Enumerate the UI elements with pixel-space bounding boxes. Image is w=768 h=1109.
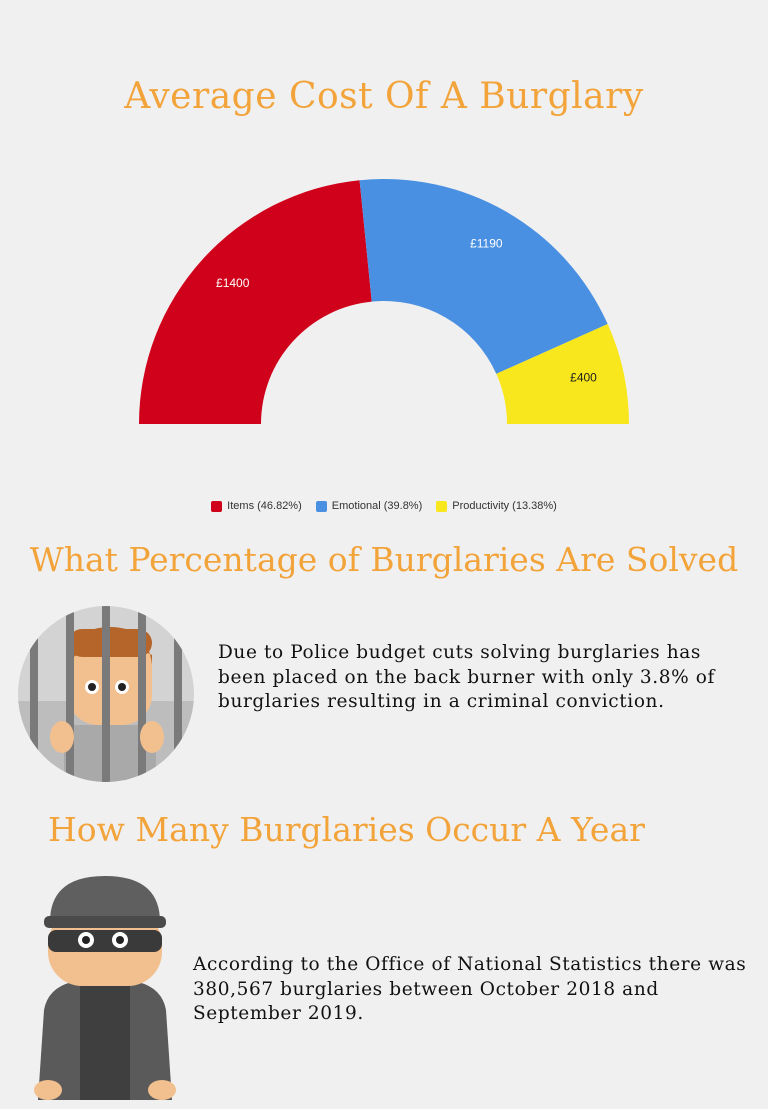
chart-legend: Items (46.82%) Emotional (39.8%) Product… <box>0 500 768 512</box>
slice-items <box>139 180 372 424</box>
burglar-icon <box>34 876 176 1100</box>
legend-swatch <box>315 500 327 512</box>
legend-label: Items (46.82%) <box>227 500 302 512</box>
legend-item-productivity: Productivity (13.38%) <box>436 500 557 512</box>
legend-item-items: Items (46.82%) <box>211 500 302 512</box>
chart-labels: £1400 £1190 £400 <box>216 237 597 385</box>
slice-emotional <box>359 179 608 374</box>
legend-label: Productivity (13.38%) <box>452 500 557 512</box>
prisoner-behind-bars-icon <box>18 606 194 782</box>
chart-slices <box>139 179 629 424</box>
solved-heading: What Percentage of Burglaries Are Solved <box>29 540 739 579</box>
legend-label: Emotional (39.8%) <box>331 500 423 512</box>
year-heading: How Many Burglaries Occur A Year <box>48 810 645 849</box>
slice-label-items: £1400 <box>216 276 250 290</box>
legend-swatch <box>211 500 223 512</box>
half-donut-chart: £1400 £1190 £400 <box>139 179 629 424</box>
slice-productivity <box>496 324 629 424</box>
slice-label-productivity: £400 <box>570 370 597 384</box>
page-title: Average Cost Of A Burglary <box>124 76 644 117</box>
solved-description: Due to Police budget cuts solving burgla… <box>218 642 715 713</box>
legend-swatch <box>436 500 448 512</box>
year-description: According to the Office of National Stat… <box>193 954 747 1025</box>
slice-label-emotional: £1190 <box>470 237 503 251</box>
legend-item-emotional: Emotional (39.8%) <box>315 500 423 512</box>
